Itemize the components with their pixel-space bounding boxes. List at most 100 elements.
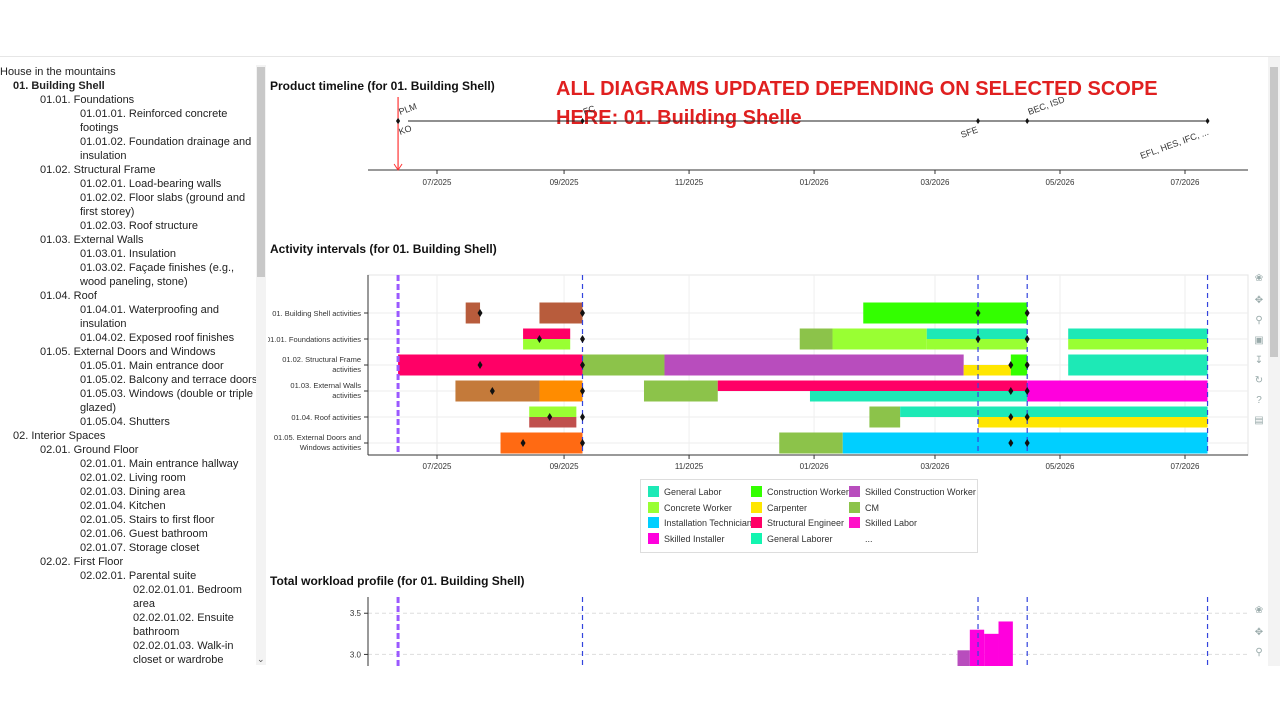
hover-tool-icon[interactable]: ▤ bbox=[1254, 415, 1264, 426]
legend-item[interactable]: CM bbox=[849, 501, 879, 515]
gantt-bar bbox=[869, 406, 901, 428]
tree-item[interactable]: 01.02. Structural Frame bbox=[40, 164, 156, 176]
gantt-milestone-marker bbox=[477, 361, 483, 369]
gantt-bar bbox=[539, 380, 583, 402]
legend-item[interactable]: General Labor bbox=[648, 485, 722, 499]
gantt-milestone-marker bbox=[580, 413, 586, 421]
gantt-x-tick-label: 01/2026 bbox=[800, 462, 829, 471]
tree-item[interactable]: 01.01.01. Reinforced concrete footings bbox=[80, 108, 228, 134]
tree-item[interactable]: 01.02.03. Roof structure bbox=[80, 220, 199, 232]
legend-item[interactable]: Installation Technician bbox=[648, 516, 752, 530]
gantt-x-tick-label: 11/2025 bbox=[675, 462, 704, 471]
tree-item[interactable]: 01.05.02. Balcony and terrace doors bbox=[80, 374, 258, 386]
tree-item[interactable]: 01.05.03. Windows (double or triple glaz… bbox=[80, 388, 254, 414]
reset-icon[interactable]: ↻ bbox=[1254, 375, 1264, 386]
tree-item[interactable]: 02.01.03. Dining area bbox=[80, 486, 186, 498]
workload-bar bbox=[969, 629, 985, 666]
tree-item[interactable]: 01.05.04. Shutters bbox=[80, 416, 170, 428]
tree-item[interactable]: 01.05.01. Main entrance door bbox=[80, 360, 224, 372]
tree-item[interactable]: 01.02.01. Load-bearing walls bbox=[80, 178, 222, 190]
gantt-milestone-marker bbox=[489, 387, 495, 395]
legend-label: Carpenter bbox=[767, 502, 808, 513]
gantt-row-label: 01.05. External Doors and Windows activit… bbox=[274, 433, 361, 452]
tree-item[interactable]: 02.02. First Floor bbox=[40, 556, 124, 568]
tree-item[interactable]: 02.01.01. Main entrance hallway bbox=[80, 458, 239, 470]
legend-item[interactable]: Structural Engineer bbox=[751, 516, 844, 530]
tree-item[interactable]: 01.03.01. Insulation bbox=[80, 248, 177, 260]
gantt-milestone-marker bbox=[580, 387, 586, 395]
gantt-milestone-marker bbox=[1024, 361, 1030, 369]
legend-swatch bbox=[849, 533, 860, 544]
gantt-milestone-marker bbox=[975, 335, 981, 343]
tree-item[interactable]: 01.03. External Walls bbox=[40, 234, 144, 246]
bokeh-logo-icon[interactable]: ❀ bbox=[1254, 273, 1264, 284]
timeline-x-tick-label: 11/2025 bbox=[675, 178, 704, 187]
legend-label: Skilled Construction Worker bbox=[865, 487, 976, 497]
workload-bar bbox=[998, 621, 1013, 666]
zoom-tool-icon[interactable]: ⚲ bbox=[1255, 315, 1263, 326]
tree-item[interactable]: 01. Building Shell bbox=[13, 80, 105, 92]
gantt-row-label: 01. Building Shell activities bbox=[272, 309, 361, 318]
activity-intervals-title: Activity intervals (for 01. Building She… bbox=[270, 242, 497, 256]
tree-scrollbar-thumb[interactable] bbox=[257, 67, 265, 277]
help-icon[interactable]: ? bbox=[1256, 395, 1262, 406]
legend-swatch bbox=[751, 501, 762, 513]
tree-item[interactable]: 02.02.01.01. Bedroom area bbox=[133, 584, 242, 610]
main-scrollbar[interactable] bbox=[1268, 57, 1280, 666]
tree-item[interactable]: 01.01.02. Foundation drainage and insula… bbox=[80, 136, 252, 162]
tree-root[interactable]: House in the mountains bbox=[0, 66, 116, 78]
tree-scrollbar[interactable]: ⌄ bbox=[256, 65, 266, 665]
pan-tool-icon-2[interactable]: ✥ bbox=[1254, 627, 1264, 638]
legend-item[interactable]: Concrete Worker bbox=[648, 501, 732, 515]
tree-item[interactable]: 02.01.07. Storage closet bbox=[80, 542, 200, 554]
gantt-row-label: 01.04. Roof activities bbox=[291, 413, 361, 422]
gantt-milestone-marker bbox=[520, 439, 526, 447]
legend-swatch bbox=[849, 501, 860, 513]
tree-item[interactable]: 01.02.02. Floor slabs (ground and first … bbox=[80, 192, 246, 218]
tree-item[interactable]: 02.01. Ground Floor bbox=[40, 444, 139, 456]
gantt-bar bbox=[523, 328, 571, 339]
legend-item[interactable]: Skilled Construction Worker bbox=[849, 485, 976, 499]
gantt-milestone-marker bbox=[580, 335, 586, 343]
scope-tree[interactable]: House in the mountains 01. Building Shel… bbox=[0, 65, 258, 666]
tree-item[interactable]: 02.01.05. Stairs to first floor bbox=[80, 514, 215, 526]
legend-item[interactable]: ... bbox=[849, 532, 873, 546]
box-select-icon[interactable]: ▣ bbox=[1254, 335, 1264, 346]
save-icon[interactable]: ↧ bbox=[1254, 355, 1264, 366]
gantt-bar bbox=[832, 328, 927, 350]
gantt-bar bbox=[455, 380, 540, 402]
tree-item[interactable]: 02.02.01.02. Ensuite bathroom bbox=[133, 612, 234, 638]
tree-item[interactable]: 01.05. External Doors and Windows bbox=[40, 346, 216, 358]
tree-item[interactable]: 01.04.02. Exposed roof finishes bbox=[80, 332, 235, 344]
gantt-x-tick-label: 09/2025 bbox=[550, 462, 579, 471]
tree-item[interactable]: 02.01.06. Guest bathroom bbox=[80, 528, 208, 540]
legend-item[interactable]: Skilled Labor bbox=[849, 516, 917, 530]
legend-item[interactable]: General Laborer bbox=[751, 532, 833, 546]
legend-label: Skilled Installer bbox=[664, 533, 725, 544]
bokeh-logo-icon-2[interactable]: ❀ bbox=[1254, 605, 1264, 616]
product-timeline-chart: 07/2025 09/2025 11/2025 01/2026 03/2026 05/20… bbox=[368, 97, 1248, 187]
tree-item[interactable]: 02.01.04. Kitchen bbox=[80, 500, 166, 512]
legend-item[interactable]: Carpenter bbox=[751, 501, 807, 515]
tree-item[interactable]: 01.03.02. Façade finishes (e.g., wood pa… bbox=[80, 262, 235, 288]
legend-item[interactable]: Skilled Installer bbox=[648, 532, 725, 546]
tree-item[interactable]: 02.01.02. Living room bbox=[80, 472, 186, 484]
tree-item[interactable]: 01.01. Foundations bbox=[40, 94, 135, 106]
activity-intervals-chart: 07/2025 09/2025 11/2025 01/2026 03/2026 05/20… bbox=[268, 274, 1249, 471]
legend-item[interactable]: Construction Worker bbox=[751, 485, 849, 499]
workload-plot-area bbox=[368, 605, 1248, 666]
tree-item[interactable]: 01.04.01. Waterproofing and insulation bbox=[80, 304, 220, 330]
gantt-bar bbox=[863, 302, 1028, 324]
gantt-bar bbox=[1068, 339, 1208, 350]
zoom-tool-icon-2[interactable]: ⚲ bbox=[1255, 647, 1263, 658]
app-window: House in the mountains 01. Building Shel… bbox=[0, 56, 1280, 666]
tree-item[interactable]: 02. Interior Spaces bbox=[13, 430, 106, 442]
role-legend: General Labor Construction Worker Skilled … bbox=[640, 479, 978, 553]
chevron-down-icon[interactable]: ⌄ bbox=[257, 654, 265, 664]
tree-item[interactable]: 02.02.01. Parental suite bbox=[80, 570, 197, 582]
gantt-milestone-marker bbox=[580, 439, 586, 447]
tree-item[interactable]: 01.04. Roof bbox=[40, 290, 97, 302]
tree-item[interactable]: 02.02.01.03. Walk-in closet or wardrobe bbox=[133, 640, 234, 666]
pan-tool-icon[interactable]: ✥ bbox=[1254, 295, 1264, 306]
main-scrollbar-thumb[interactable] bbox=[1270, 67, 1278, 357]
